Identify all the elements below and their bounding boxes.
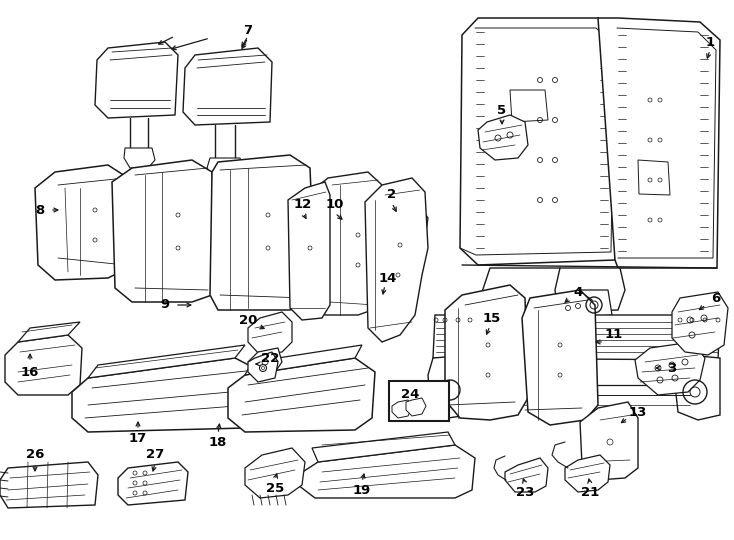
Polygon shape: [392, 400, 412, 418]
Polygon shape: [124, 148, 155, 168]
Text: 21: 21: [581, 485, 599, 498]
Polygon shape: [5, 335, 82, 395]
Text: 8: 8: [35, 204, 45, 217]
Polygon shape: [245, 448, 305, 498]
Polygon shape: [638, 160, 670, 195]
Polygon shape: [428, 355, 475, 418]
Polygon shape: [207, 158, 244, 178]
Polygon shape: [95, 42, 178, 118]
Polygon shape: [578, 290, 612, 318]
Polygon shape: [510, 90, 548, 122]
Polygon shape: [505, 458, 548, 492]
Polygon shape: [248, 352, 278, 382]
Polygon shape: [72, 358, 262, 432]
Text: 15: 15: [483, 312, 501, 325]
Polygon shape: [635, 342, 705, 395]
Polygon shape: [433, 315, 720, 360]
Polygon shape: [228, 358, 375, 432]
Text: 17: 17: [129, 431, 147, 444]
Text: 25: 25: [266, 482, 284, 495]
Text: 20: 20: [239, 314, 257, 327]
Text: 24: 24: [401, 388, 419, 402]
Polygon shape: [245, 345, 362, 375]
Text: 5: 5: [498, 104, 506, 117]
Text: 10: 10: [326, 199, 344, 212]
Polygon shape: [88, 345, 245, 378]
Polygon shape: [406, 398, 426, 416]
Polygon shape: [312, 432, 455, 462]
Polygon shape: [183, 48, 272, 125]
Polygon shape: [0, 462, 98, 508]
Text: 1: 1: [705, 36, 715, 49]
Polygon shape: [118, 462, 188, 505]
Polygon shape: [112, 160, 218, 302]
Polygon shape: [210, 155, 315, 310]
Polygon shape: [298, 445, 475, 498]
Polygon shape: [550, 293, 594, 325]
Text: 6: 6: [711, 292, 721, 305]
Text: 11: 11: [605, 328, 623, 341]
Text: 3: 3: [667, 361, 677, 375]
Polygon shape: [555, 268, 625, 312]
Polygon shape: [248, 348, 282, 374]
Polygon shape: [672, 292, 728, 355]
FancyBboxPatch shape: [389, 381, 449, 421]
Polygon shape: [445, 285, 528, 420]
Text: 7: 7: [244, 24, 252, 37]
Text: 23: 23: [516, 485, 534, 498]
Polygon shape: [35, 165, 132, 280]
Polygon shape: [365, 178, 428, 342]
Text: 4: 4: [573, 286, 583, 299]
Polygon shape: [360, 238, 400, 272]
Polygon shape: [460, 18, 618, 265]
Polygon shape: [370, 195, 428, 252]
Polygon shape: [482, 268, 565, 312]
Text: 27: 27: [146, 449, 164, 462]
Text: 22: 22: [261, 352, 279, 365]
Text: 18: 18: [208, 435, 228, 449]
Text: 16: 16: [21, 366, 39, 379]
Text: 13: 13: [629, 406, 647, 419]
Polygon shape: [522, 290, 598, 425]
Polygon shape: [310, 172, 385, 315]
Text: 19: 19: [353, 483, 371, 496]
Text: 14: 14: [379, 272, 397, 285]
Polygon shape: [248, 312, 292, 355]
Polygon shape: [288, 182, 330, 320]
Polygon shape: [598, 18, 720, 268]
Polygon shape: [675, 355, 720, 420]
Text: 12: 12: [294, 199, 312, 212]
Text: 26: 26: [26, 449, 44, 462]
Polygon shape: [565, 455, 610, 492]
Polygon shape: [18, 322, 80, 342]
Polygon shape: [478, 115, 528, 160]
Polygon shape: [580, 402, 638, 480]
Text: 2: 2: [388, 188, 396, 201]
Text: 9: 9: [161, 299, 170, 312]
